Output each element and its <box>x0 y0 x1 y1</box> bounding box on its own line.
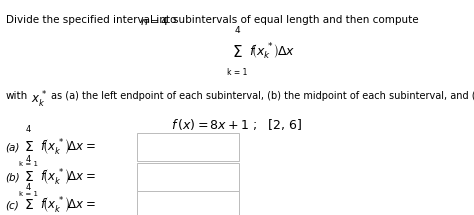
Text: k = 1: k = 1 <box>19 191 38 197</box>
Text: subintervals of equal length and then compute: subintervals of equal length and then co… <box>173 15 419 25</box>
Text: $\Sigma$: $\Sigma$ <box>232 44 242 60</box>
Text: $x_k^{\,*}$: $x_k^{\,*}$ <box>31 90 47 111</box>
Text: $f\!\left(x_k^{\,*}\right)\!\Delta x =$: $f\!\left(x_k^{\,*}\right)\!\Delta x =$ <box>40 167 96 187</box>
FancyBboxPatch shape <box>137 133 239 161</box>
Text: k = 1: k = 1 <box>227 68 247 77</box>
Text: with: with <box>6 91 28 101</box>
Text: $f\!\left(x_k^{\,*}\right)\!\Delta x =$: $f\!\left(x_k^{\,*}\right)\!\Delta x =$ <box>40 137 96 157</box>
Text: as (a) the left endpoint of each subinterval, (b) the midpoint of each subinterv: as (a) the left endpoint of each subinte… <box>51 91 474 101</box>
Text: $\Sigma$: $\Sigma$ <box>24 140 33 154</box>
Text: 4: 4 <box>234 26 240 35</box>
Text: (b): (b) <box>6 172 20 182</box>
Text: $\Sigma$: $\Sigma$ <box>24 198 33 212</box>
Text: $\Sigma$: $\Sigma$ <box>24 170 33 184</box>
FancyBboxPatch shape <box>137 163 239 191</box>
Text: 4: 4 <box>26 155 31 164</box>
Text: 4: 4 <box>26 125 31 134</box>
FancyBboxPatch shape <box>137 191 239 215</box>
Text: 4: 4 <box>26 183 31 192</box>
Text: $n=4$: $n=4$ <box>140 15 169 27</box>
Text: (a): (a) <box>6 142 20 152</box>
Text: Divide the specified interval into: Divide the specified interval into <box>6 15 176 25</box>
Text: $f\!\left(x_k^{\,*}\right)\!\Delta x =$: $f\!\left(x_k^{\,*}\right)\!\Delta x =$ <box>40 195 96 215</box>
Text: $f\,(x) = 8x + 1\ ;\ \ [2,\,6]$: $f\,(x) = 8x + 1\ ;\ \ [2,\,6]$ <box>171 117 303 132</box>
Text: (c): (c) <box>6 200 19 210</box>
Text: k = 1: k = 1 <box>19 161 38 167</box>
Text: $f\!\left(x_k^{\,*}\right)\!\Delta x$: $f\!\left(x_k^{\,*}\right)\!\Delta x$ <box>249 41 295 62</box>
